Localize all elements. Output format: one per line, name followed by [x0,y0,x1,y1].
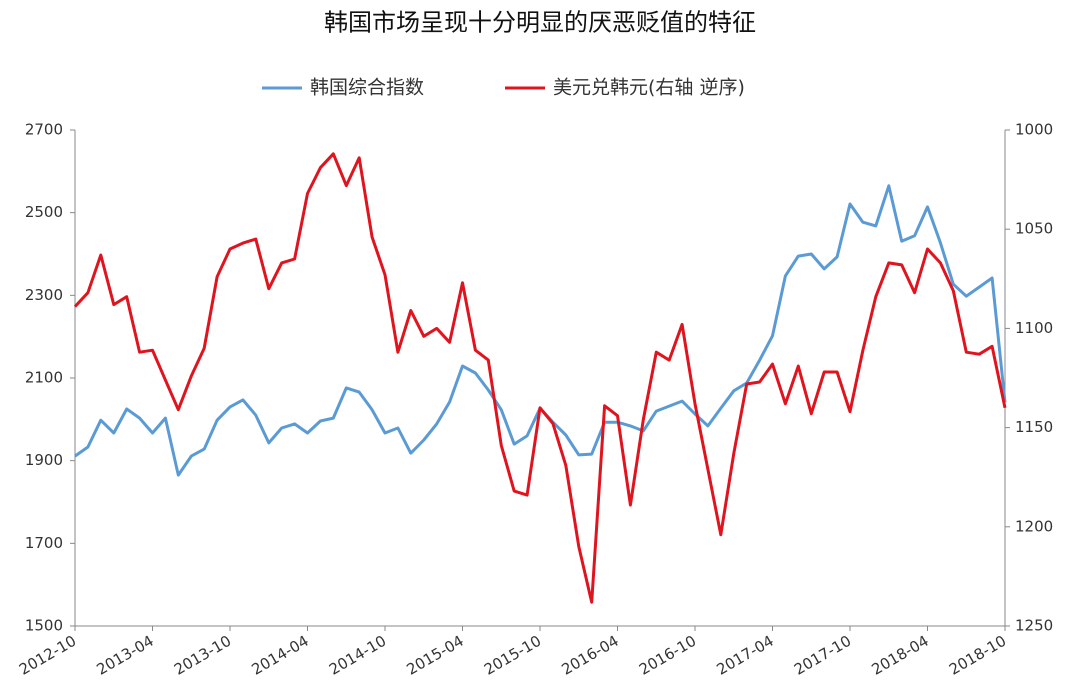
y-tick-label: 2300 [25,286,63,304]
y-tick-label: 1900 [25,451,63,469]
x-tick-label: 2017-10 [791,632,854,679]
x-tick-label: 2014-04 [248,632,311,679]
x-tick-label: 2018-10 [946,632,1009,679]
x-tick-label: 2015-04 [403,632,466,679]
x-tick-label: 2017-04 [713,632,776,679]
chart-title: 韩国市场呈现十分明显的厌恶贬值的特征 [324,9,756,37]
y-tick-label: 2100 [25,369,63,387]
x-tick-label: 2013-04 [93,632,156,679]
series-line [74,184,1007,477]
y-tick-label: 1700 [25,534,63,552]
y-tick-label: 2500 [25,203,63,221]
y2-tick-label: 1000 [1015,121,1053,139]
x-tick-label: 2016-04 [558,632,621,679]
y-tick-label: 2700 [25,121,63,139]
y2-tick-label: 1050 [1015,220,1053,238]
legend-label: 韩国综合指数 [310,77,424,99]
x-tick-label: 2018-04 [868,632,931,679]
y2-tick-label: 1100 [1015,319,1053,337]
x-tick-label: 2016-10 [636,632,699,679]
y-tick-label: 1500 [25,617,63,635]
x-tick-label: 2013-10 [171,632,234,679]
legend-label: 美元兑韩元(右轴 逆序) [553,77,745,99]
x-tick-label: 2014-10 [326,632,389,679]
y2-tick-label: 1150 [1015,418,1053,436]
y2-tick-label: 1250 [1015,617,1053,635]
series-line [73,152,1007,604]
x-tick-label: 2012-10 [16,632,79,679]
y2-tick-label: 1200 [1015,517,1053,535]
x-tick-label: 2015-10 [481,632,544,679]
